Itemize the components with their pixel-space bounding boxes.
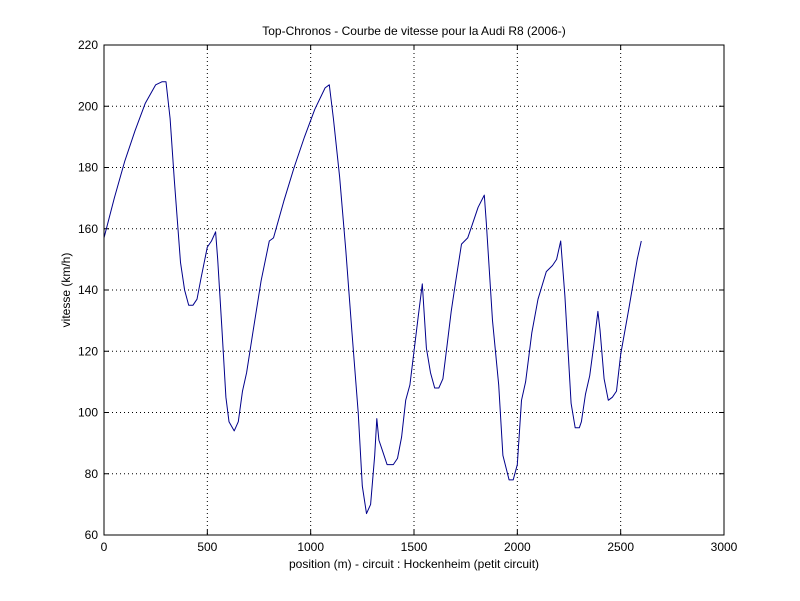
- y-tick-label: 120: [78, 344, 98, 358]
- y-tick-label: 200: [78, 99, 98, 113]
- y-tick-label: 180: [78, 161, 98, 175]
- y-tick-labels: 60 80 100 120 140 160 180 200 220: [78, 38, 98, 542]
- y-axis-label: vitesse (km/h): [59, 253, 73, 328]
- chart-title: Top-Chronos - Courbe de vitesse pour la …: [262, 24, 566, 38]
- y-tick-label: 100: [78, 406, 98, 420]
- y-tick-label: 140: [78, 283, 98, 297]
- series-layer: [103, 81, 642, 515]
- x-tick-label: 0: [101, 540, 108, 554]
- y-tick-label: 160: [78, 222, 98, 236]
- y-tick-label: 80: [85, 467, 99, 481]
- x-tick-label: 2000: [504, 540, 531, 554]
- speed-series-line: [103, 81, 642, 515]
- x-tick-label: 3000: [711, 540, 738, 554]
- x-tick-label: 2500: [607, 540, 634, 554]
- grid-lines: [104, 45, 724, 535]
- y-tick-label: 60: [85, 528, 99, 542]
- x-axis-label: position (m) - circuit : Hockenheim (pet…: [289, 557, 539, 571]
- x-tick-label: 500: [197, 540, 217, 554]
- y-tick-label: 220: [78, 38, 98, 52]
- x-tick-label: 1000: [297, 540, 324, 554]
- x-tick-labels: 0 500 1000 1500 2000 2500 3000: [101, 540, 738, 554]
- plot-frame: [103, 44, 725, 536]
- x-tick-label: 1500: [401, 540, 428, 554]
